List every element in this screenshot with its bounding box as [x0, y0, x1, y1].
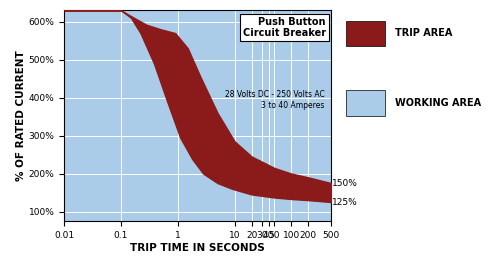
Text: Push Button
Circuit Breaker: Push Button Circuit Breaker: [243, 17, 326, 38]
Text: TRIP AREA: TRIP AREA: [395, 29, 453, 38]
Y-axis label: % OF RATED CURRENT: % OF RATED CURRENT: [16, 50, 26, 181]
Text: 125%: 125%: [332, 198, 358, 207]
Text: 150%: 150%: [332, 179, 358, 188]
X-axis label: TRIP TIME IN SECONDS: TRIP TIME IN SECONDS: [130, 243, 265, 253]
Text: 28 Volts DC - 250 Volts AC
3 to 40 Amperes: 28 Volts DC - 250 Volts AC 3 to 40 Amper…: [225, 90, 325, 110]
Text: WORKING AREA: WORKING AREA: [395, 98, 481, 108]
